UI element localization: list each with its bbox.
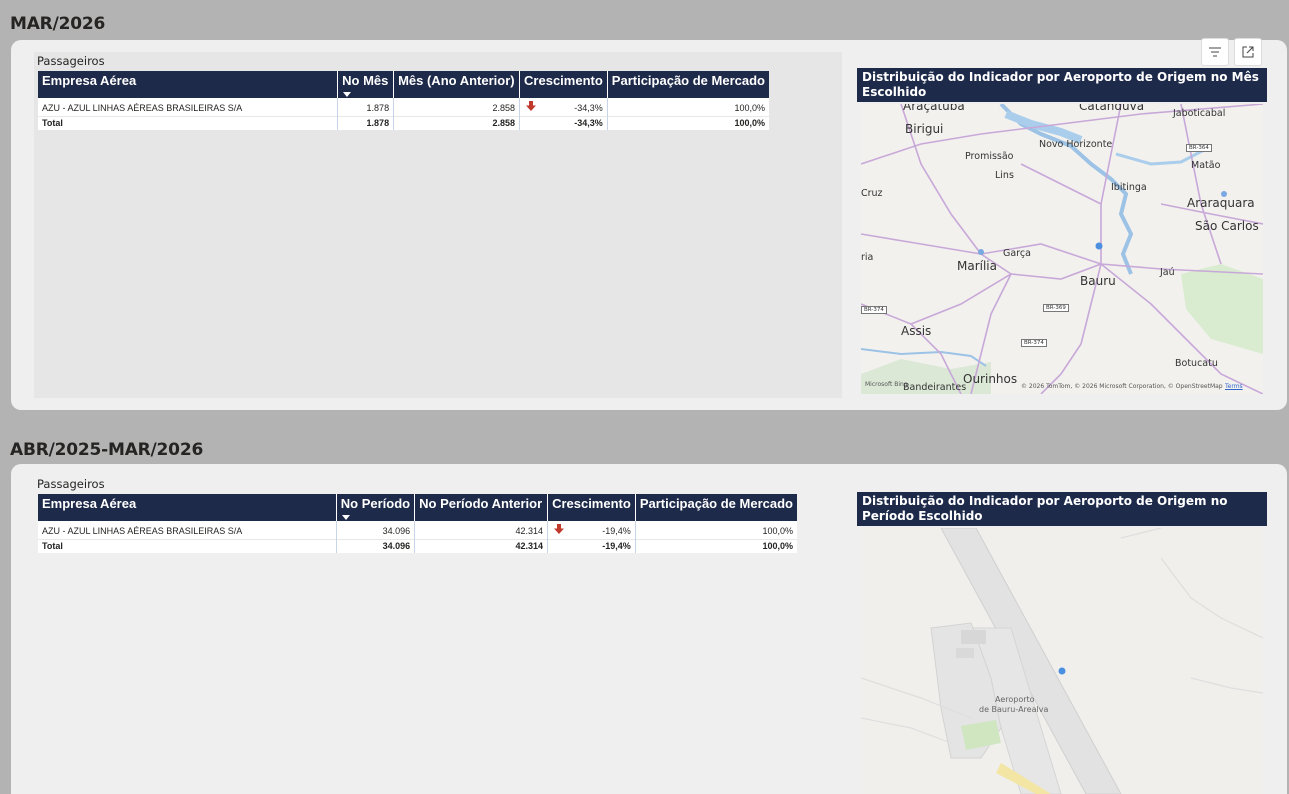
map-period[interactable]: Aeroporto de Bauru-Arealva: [861, 528, 1263, 794]
map-city-label: Promissão: [965, 151, 1014, 162]
map-city-label: São Carlos: [1195, 219, 1259, 233]
col-header-empresa[interactable]: Empresa Aérea: [38, 71, 339, 98]
cell-atual: 1.878: [337, 98, 395, 116]
map-base: [861, 104, 1263, 394]
passengers-table: Empresa Aérea No Mês Mês (Ano Anterior) …: [38, 71, 769, 130]
highway-shield: BR-364: [1186, 144, 1212, 152]
section-title-month: MAR/2026: [10, 14, 106, 34]
map-city-label: Ourinhos: [963, 372, 1018, 386]
total-participacao: 100,0%: [607, 115, 769, 130]
cell-anterior: 2.858: [393, 98, 521, 116]
highway-shield: BR-374: [861, 306, 887, 314]
map-city-label: Novo Horizonte: [1039, 139, 1113, 150]
cell-empresa: AZU - AZUL LINHAS AÉREAS BRASILEIRAS S/A: [38, 98, 339, 116]
col-header-atual-label: No Mês: [342, 73, 389, 88]
red-down-arrow-icon: [526, 101, 537, 111]
section-title-period: ABR/2025-MAR/2026: [10, 440, 204, 460]
highway-shield: BR-369: [1043, 304, 1069, 312]
map-city-label: Araraquara: [1187, 196, 1255, 210]
sort-desc-icon: [343, 92, 352, 97]
total-label: Total: [38, 115, 339, 130]
map-city-label: Lins: [995, 170, 1014, 181]
map-city-label: Cruz: [861, 188, 883, 199]
map-city-label: Assis: [901, 324, 932, 338]
col-header-crescimento[interactable]: Crescimento: [547, 494, 636, 521]
map-terms-link[interactable]: Terms: [1225, 383, 1243, 390]
cell-atual: 34.096: [336, 521, 416, 539]
cell-crescimento: -19,4%: [547, 521, 636, 539]
table-title: Passageiros: [37, 54, 105, 68]
total-atual: 34.096: [336, 538, 416, 553]
col-header-crescimento[interactable]: Crescimento: [519, 71, 608, 98]
cell-participacao: 100,0%: [762, 526, 793, 537]
col-header-atual[interactable]: No Mês: [337, 71, 395, 98]
map-title-period: Distribuição do Indicador por Aeroporto …: [857, 492, 1267, 526]
red-down-arrow-icon: [554, 524, 565, 534]
focus-mode-icon: [1242, 46, 1254, 58]
filter-button[interactable]: [1201, 38, 1229, 66]
table-title: Passageiros: [37, 477, 105, 491]
passengers-table-visual: Passageiros Empresa Aérea No Mês Mês (An…: [34, 52, 842, 398]
map-city-label: Bandeirantes: [903, 382, 967, 393]
map-city-label: Marília: [957, 259, 997, 273]
month-panel: Passageiros Empresa Aérea No Mês Mês (An…: [11, 38, 1287, 410]
table-row[interactable]: AZU - AZUL LINHAS AÉREAS BRASILEIRAS S/A…: [38, 521, 797, 539]
total-participacao: 100,0%: [635, 538, 797, 553]
cell-participacao: 100,0%: [734, 103, 765, 114]
airport-label-line1: Aeroporto: [995, 695, 1035, 704]
col-header-participacao[interactable]: Participação de Mercado: [607, 71, 769, 98]
cell-crescimento-value: -34,3%: [574, 103, 603, 114]
col-header-atual[interactable]: No Período: [336, 494, 416, 521]
col-header-atual-label: No Período: [340, 496, 411, 511]
map-title-month: Distribuição do Indicador por Aeroporto …: [857, 68, 1267, 102]
map-city-label: Bauru: [1080, 274, 1116, 288]
map-city-label: Garça: [1003, 248, 1031, 259]
cell-anterior: 42.314: [414, 521, 549, 539]
map-base: [861, 528, 1263, 794]
passengers-table: Empresa Aérea No Período No Período Ante…: [38, 494, 797, 553]
cell-empresa: AZU - AZUL LINHAS AÉREAS BRASILEIRAS S/A: [38, 521, 337, 539]
col-header-participacao[interactable]: Participação de Mercado: [635, 494, 797, 521]
total-anterior: 42.314: [414, 538, 549, 553]
map-city-label: Matão: [1191, 160, 1221, 171]
map-city-label: Jaboticabal: [1173, 108, 1226, 119]
airport-label-line2: de Bauru-Arealva: [979, 705, 1049, 714]
map-month[interactable]: Araçatuba Birigui Catanduva Jaboticabal …: [861, 104, 1263, 394]
map-copyright: © 2026 TomTom, © 2026 Microsoft Corporat…: [1021, 383, 1223, 390]
map-city-label: Araçatuba: [903, 104, 965, 113]
total-label: Total: [38, 538, 337, 553]
map-city-label: ria: [861, 252, 874, 263]
total-crescimento: -34,3%: [519, 115, 608, 130]
total-atual: 1.878: [337, 115, 395, 130]
cell-crescimento-value: -19,4%: [602, 526, 631, 537]
map-brand: Microsoft Bing: [865, 381, 908, 388]
table-total-row: Total 1.878 2.858 -34,3% 100,0%: [38, 115, 769, 130]
focus-mode-button[interactable]: [1234, 38, 1262, 66]
highway-shield: BR-374: [1021, 339, 1047, 347]
total-crescimento: -19,4%: [547, 538, 636, 553]
map-city-label: Catanduva: [1079, 104, 1145, 113]
period-panel: Passageiros Empresa Aérea No Período No …: [11, 464, 1287, 794]
table-row[interactable]: AZU - AZUL LINHAS AÉREAS BRASILEIRAS S/A…: [38, 98, 769, 116]
total-anterior: 2.858: [393, 115, 521, 130]
col-header-anterior[interactable]: No Período Anterior: [414, 494, 549, 521]
map-city-label: Ibitinga: [1111, 182, 1147, 193]
col-header-empresa[interactable]: Empresa Aérea: [38, 494, 337, 521]
map-city-label: Jaú: [1160, 267, 1175, 278]
col-header-anterior[interactable]: Mês (Ano Anterior): [393, 71, 521, 98]
sort-desc-icon: [341, 515, 350, 520]
map-city-label: Birigui: [905, 122, 944, 136]
cell-crescimento: -34,3%: [519, 98, 608, 116]
map-city-label: Botucatu: [1175, 358, 1218, 369]
filter-icon: [1209, 47, 1221, 57]
table-total-row: Total 34.096 42.314 -19,4% 100,0%: [38, 538, 797, 553]
